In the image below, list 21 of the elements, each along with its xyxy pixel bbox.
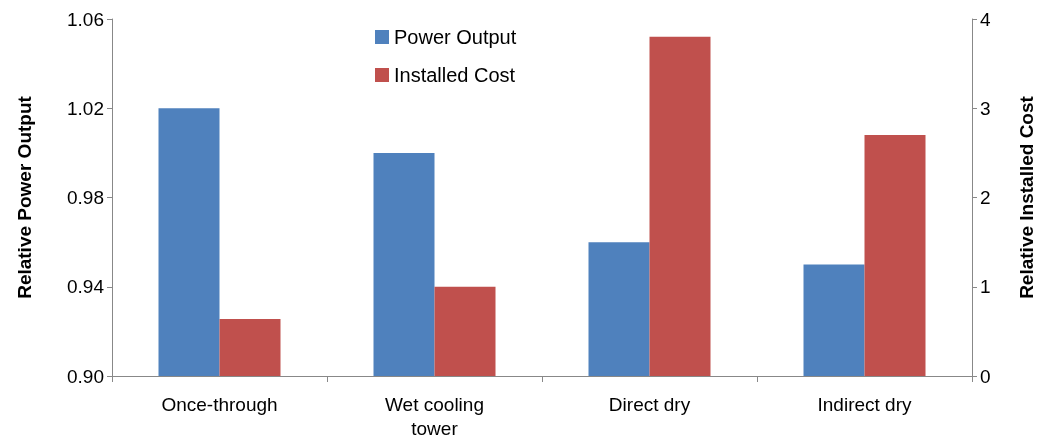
y-tick-label: 1.06 (67, 8, 104, 30)
bar (649, 36, 711, 376)
y-tick-label: 0.90 (67, 365, 104, 387)
x-tick-label: Direct dry (608, 393, 691, 415)
y2-tick-label: 0 (980, 365, 991, 387)
x-tick-label: Wet cooling tower (385, 393, 484, 439)
y-tick-label: 0.94 (67, 276, 105, 298)
y2-tick-label: 2 (980, 187, 991, 208)
bar (864, 135, 926, 376)
y2-axis-title: Relative Installed Cost (1016, 95, 1037, 299)
x-tick-label: Once-through (161, 393, 278, 415)
y2-tick-label: 1 (980, 276, 991, 298)
legend-label: Installed Cost (394, 64, 516, 86)
bar (219, 318, 281, 376)
y2-tick-label: 4 (980, 8, 991, 30)
y-tick-label: 1.02 (67, 97, 104, 119)
x-tick-label: Indirect dry (817, 393, 912, 415)
y2-tick-label: 3 (980, 97, 991, 119)
legend-label: Power Output (394, 26, 517, 48)
y-axis-title: Relative Power Output (14, 95, 35, 299)
y-tick-label: 0.98 (67, 187, 104, 208)
